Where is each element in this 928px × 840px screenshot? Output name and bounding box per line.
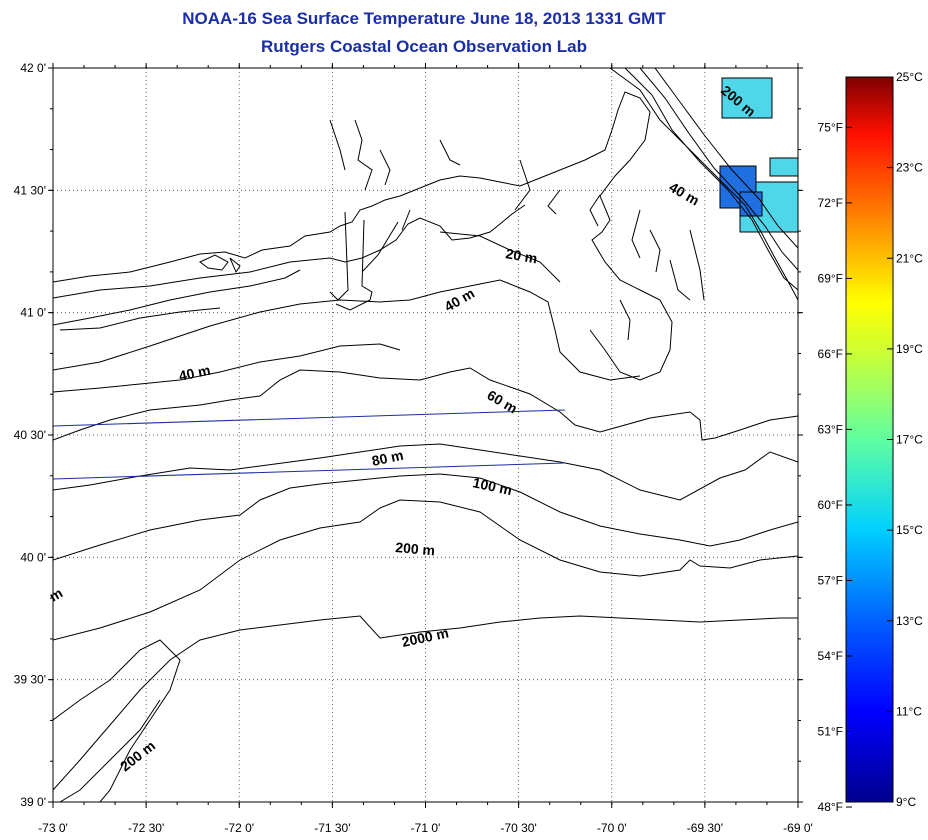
contour-label-200m: 200 m bbox=[117, 737, 158, 774]
colorbar-fahrenheit-label: 72°F bbox=[818, 196, 843, 210]
contour-label-200m: 200 m bbox=[395, 539, 436, 558]
lon-tick-label: -71 0' bbox=[411, 821, 441, 835]
lon-tick-label: -71 30' bbox=[314, 821, 350, 835]
isobath-2000m bbox=[53, 615, 798, 791]
isobath-60m bbox=[53, 367, 798, 441]
contour-label-m: m bbox=[47, 585, 66, 605]
colorbar-fahrenheit-label: 48°F bbox=[818, 800, 843, 814]
lon-tick-label: -72 30' bbox=[128, 821, 164, 835]
coastline-detail bbox=[199, 119, 705, 341]
isobath-20m bbox=[439, 231, 561, 283]
colorbar-fahrenheit-label: 54°F bbox=[818, 649, 843, 663]
contour-label-20m: 20 m bbox=[504, 245, 538, 266]
colorbar-celsius-label: 9°C bbox=[896, 795, 916, 809]
contour-label-40m: 40 m bbox=[442, 285, 478, 315]
lon-tick-label: -73 0' bbox=[38, 821, 68, 835]
graticule-grid bbox=[53, 68, 798, 802]
lon-tick-label: -70 0' bbox=[597, 821, 627, 835]
colorbar-fahrenheit-label: 60°F bbox=[818, 498, 843, 512]
map-title: NOAA-16 Sea Surface Temperature June 18,… bbox=[182, 9, 666, 28]
colorbar-fahrenheit-label: 69°F bbox=[818, 271, 843, 285]
isobath-200m-sw bbox=[53, 639, 181, 802]
colorbar-fahrenheit-label: 57°F bbox=[818, 573, 843, 587]
colorbar-celsius-label: 11°C bbox=[896, 704, 922, 718]
colorbar-celsius-label: 17°C bbox=[896, 433, 923, 447]
contour-label-80m: 80 m bbox=[370, 447, 405, 469]
colorbar-scale bbox=[845, 76, 894, 803]
isobath-100m bbox=[53, 473, 798, 561]
contour-label-100m: 100 m bbox=[471, 474, 513, 498]
lat-tick-label: 42 0' bbox=[20, 61, 46, 75]
colorbar-celsius-label: 13°C bbox=[896, 614, 923, 628]
lat-tick-label: 41 30' bbox=[14, 183, 46, 197]
colorbar-fahrenheit-label: 66°F bbox=[818, 347, 843, 361]
colorbar-celsius-label: 19°C bbox=[896, 342, 923, 356]
colorbar: 25°C 23°C 21°C 19°C 17°C 15°C 13°C 11°C 9°C 75°F 7… bbox=[818, 70, 924, 814]
colorbar-celsius-label: 23°C bbox=[896, 161, 923, 175]
lat-tick-label: 40 30' bbox=[14, 428, 46, 442]
colorbar-celsius-label: 25°C bbox=[896, 70, 923, 84]
isobath-80m bbox=[53, 443, 798, 501]
axes: -73 0' -72 30' -72 0' -71 30' -71 0' -70 30' -… bbox=[14, 61, 813, 835]
contour-label-40m: 40 m bbox=[667, 179, 703, 209]
colorbar-fahrenheit-label: 51°F bbox=[818, 725, 843, 739]
lat-tick-label: 39 30' bbox=[14, 673, 46, 687]
colorbar-fahrenheit-label: 63°F bbox=[818, 422, 843, 436]
colorbar-celsius-label: 15°C bbox=[896, 523, 923, 537]
isobath-40m-north bbox=[53, 279, 641, 381]
contour-label-40m: 40 m bbox=[177, 362, 212, 384]
lon-tick-label: -69 0' bbox=[783, 821, 813, 835]
lat-tick-label: 40 0' bbox=[20, 550, 46, 564]
colorbar-celsius-label: 21°C bbox=[896, 251, 923, 265]
colorbar-fahrenheit-label: 75°F bbox=[818, 120, 843, 134]
lon-tick-label: -72 0' bbox=[224, 821, 254, 835]
lat-tick-label: 39 0' bbox=[20, 795, 46, 809]
sst-data-patch bbox=[719, 77, 798, 233]
isobath-cape-cod bbox=[609, 68, 798, 301]
isobath-200m bbox=[53, 499, 798, 641]
satellite-track-lines bbox=[53, 409, 566, 480]
contour-label-2000m: 2000 m bbox=[400, 624, 450, 650]
isobath-40m-li bbox=[53, 343, 401, 393]
map-subtitle: Rutgers Coastal Ocean Observation Lab bbox=[261, 37, 587, 56]
coastline bbox=[53, 91, 673, 381]
lat-tick-label: 41 0' bbox=[20, 306, 46, 320]
lon-tick-label: -70 30' bbox=[500, 821, 536, 835]
lon-tick-label: -69 30' bbox=[687, 821, 723, 835]
